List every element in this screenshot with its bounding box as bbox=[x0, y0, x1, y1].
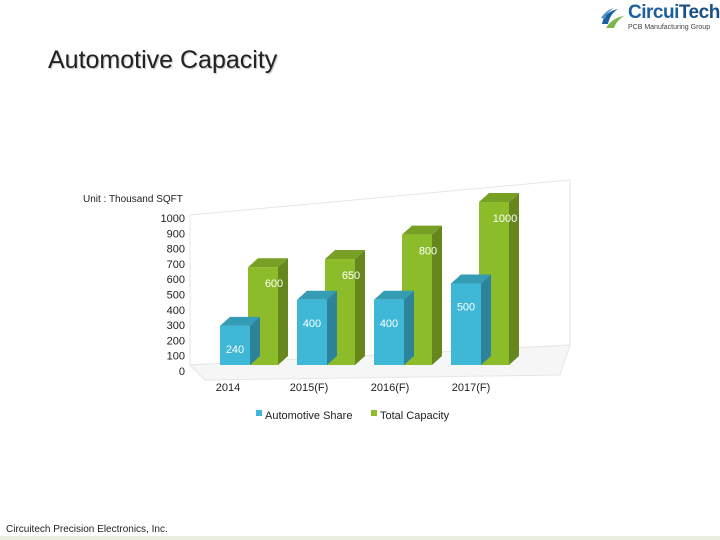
data-label-total-capacity: 800 bbox=[419, 246, 437, 258]
bar-automotive-share-side bbox=[481, 274, 491, 365]
bar-total-capacity-top bbox=[479, 193, 519, 202]
legend-swatch bbox=[256, 410, 262, 416]
bar-total-capacity-side bbox=[278, 258, 288, 365]
data-label-automotive-share: 240 bbox=[226, 344, 244, 356]
legend-label: Automotive Share bbox=[265, 410, 352, 422]
bar-total-capacity-top bbox=[402, 225, 442, 235]
y-tick-label: 800 bbox=[167, 244, 185, 256]
bar-total-capacity-top bbox=[248, 258, 288, 268]
y-tick-label: 200 bbox=[167, 335, 185, 347]
data-label-automotive-share: 500 bbox=[457, 302, 475, 314]
x-tick-label: 2016(F) bbox=[371, 382, 410, 394]
bar-automotive-share bbox=[374, 299, 404, 365]
bar-automotive-share-top bbox=[220, 316, 260, 326]
data-label-automotive-share: 400 bbox=[303, 318, 321, 330]
y-tick-label: 1000 bbox=[161, 213, 185, 225]
data-label-automotive-share: 400 bbox=[380, 318, 398, 330]
x-tick-label: 2015(F) bbox=[290, 382, 329, 394]
logo-name: CircuiTech bbox=[628, 2, 720, 23]
bar-total-capacity-side bbox=[509, 193, 519, 365]
legend-label: Total Capacity bbox=[380, 410, 450, 422]
y-tick-label: 100 bbox=[167, 351, 185, 363]
y-tick-label: 400 bbox=[167, 305, 185, 317]
data-label-total-capacity: 600 bbox=[265, 278, 283, 290]
swoosh-logo-icon bbox=[601, 8, 624, 28]
bar-total-capacity-top bbox=[325, 250, 365, 260]
y-tick-label: 500 bbox=[167, 290, 185, 302]
bar-automotive-share bbox=[451, 283, 481, 365]
y-tick-label: 300 bbox=[167, 320, 185, 332]
bar-total-capacity-side bbox=[355, 250, 365, 365]
page-title: Automotive Capacity bbox=[48, 46, 278, 74]
bar-total-capacity-side bbox=[432, 225, 442, 365]
logo-tagline: PCB Manufacturing Group bbox=[628, 24, 711, 31]
bar-automotive-share-side bbox=[250, 316, 260, 365]
y-tick-label: 0 bbox=[179, 366, 185, 378]
data-label-total-capacity: 650 bbox=[342, 270, 360, 282]
bar-automotive-share bbox=[297, 299, 327, 365]
bar-automotive-share-side bbox=[404, 290, 414, 365]
data-label-total-capacity: 1000 bbox=[493, 213, 517, 225]
bar-automotive-share-top bbox=[297, 290, 337, 300]
bar-automotive-share-top bbox=[451, 274, 491, 284]
bar-automotive-share bbox=[220, 325, 250, 365]
y-tick-label: 600 bbox=[167, 274, 185, 286]
y-tick-label: 700 bbox=[167, 259, 185, 271]
bar-automotive-share-top bbox=[374, 290, 414, 300]
company-logo: CircuiTech PCB Manufacturing Group bbox=[598, 2, 720, 38]
bottom-bar bbox=[0, 536, 720, 540]
y-tick-label: 900 bbox=[167, 228, 185, 240]
x-tick-label: 2014 bbox=[216, 382, 240, 394]
x-tick-label: 2017(F) bbox=[452, 382, 491, 394]
bar-automotive-share-side bbox=[327, 290, 337, 365]
footer-text: Circuitech Precision Electronics, Inc. bbox=[6, 524, 168, 535]
legend-swatch bbox=[371, 410, 377, 416]
unit-label: Unit : Thousand SQFT bbox=[83, 194, 183, 205]
